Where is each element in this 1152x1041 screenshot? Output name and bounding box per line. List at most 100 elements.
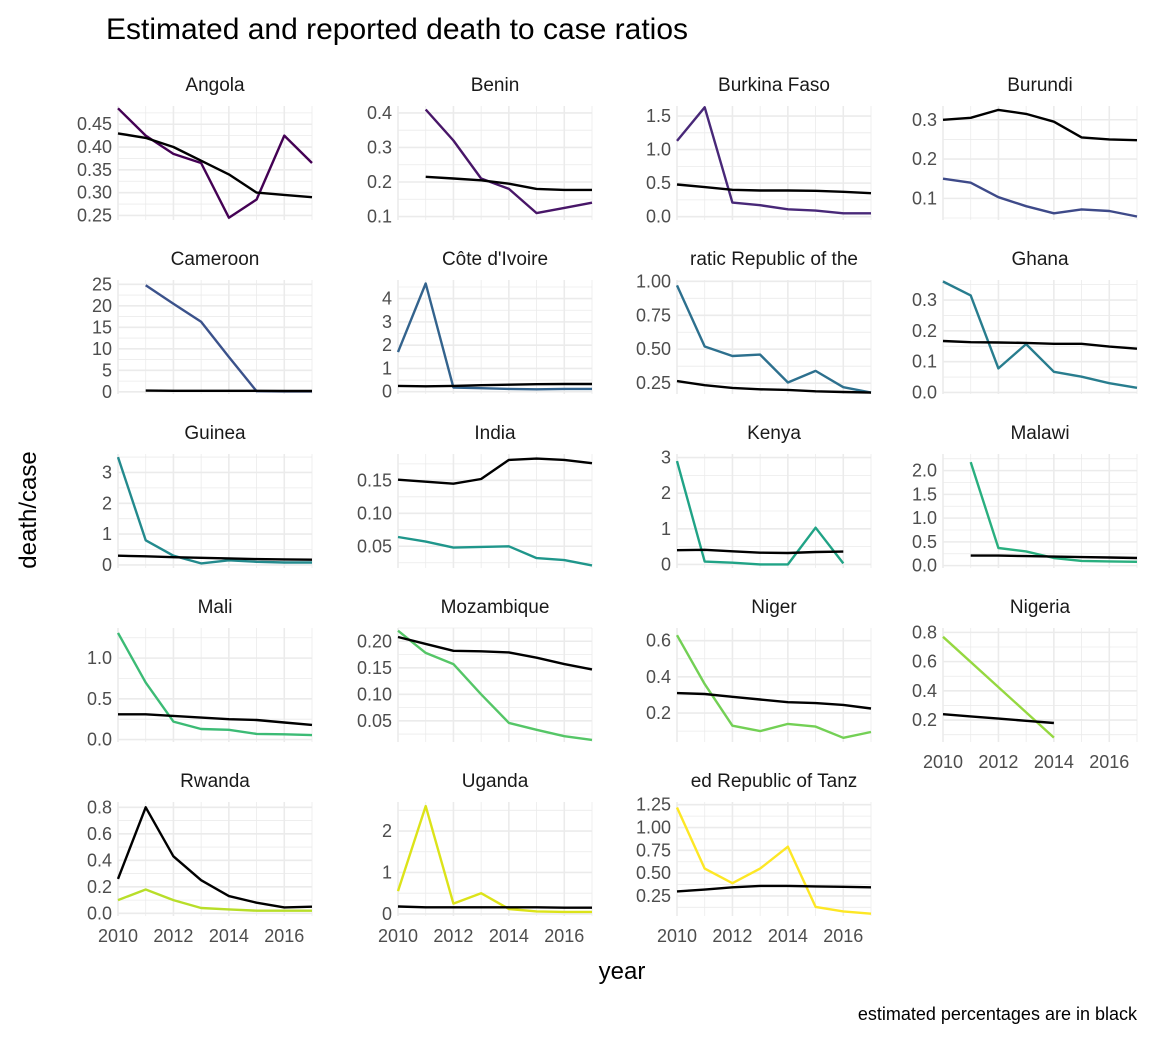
panel-title: Niger bbox=[751, 597, 797, 618]
y-tick-label: 4 bbox=[382, 289, 392, 309]
y-tick-label: 0.2 bbox=[912, 710, 937, 730]
y-tick-label: 0 bbox=[382, 382, 392, 402]
estimated-ratio-line bbox=[118, 807, 312, 907]
y-tick-label: 0.15 bbox=[357, 470, 392, 490]
y-tick-label: 0 bbox=[102, 555, 112, 575]
y-tick-label: 1 bbox=[102, 524, 112, 544]
panel-title: Rwanda bbox=[180, 771, 250, 792]
x-tick-label: 2010 bbox=[657, 926, 697, 946]
panel-title: India bbox=[474, 423, 516, 444]
estimated-ratio-line bbox=[677, 693, 871, 708]
reported-ratio-line bbox=[398, 537, 592, 565]
y-tick-label: 0.8 bbox=[912, 622, 937, 642]
y-tick-label: 1.25 bbox=[636, 795, 671, 815]
y-tick-label: 0.15 bbox=[357, 658, 392, 678]
y-tick-label: 0.4 bbox=[646, 667, 671, 687]
reported-ratio-line bbox=[398, 806, 592, 912]
y-tick-label: 15 bbox=[92, 317, 112, 337]
y-tick-label: 2 bbox=[661, 483, 671, 503]
x-tick-label: 2016 bbox=[1089, 752, 1129, 772]
y-tick-label: 0.30 bbox=[77, 183, 112, 203]
y-tick-label: 2.0 bbox=[912, 461, 937, 481]
x-tick-label: 2014 bbox=[1034, 752, 1074, 772]
y-tick-label: 0.05 bbox=[357, 711, 392, 731]
panel-title: Kenya bbox=[747, 423, 801, 444]
y-tick-label: 0 bbox=[102, 382, 112, 402]
panel-title: Uganda bbox=[462, 771, 529, 792]
reported-ratio-line bbox=[677, 107, 871, 213]
y-tick-label: 0.2 bbox=[912, 321, 937, 341]
y-tick-label: 0.2 bbox=[367, 172, 392, 192]
panel: ed Republic of Tanz0.250.500.751.001.252… bbox=[636, 771, 871, 946]
x-axis-label: year bbox=[599, 958, 646, 985]
y-tick-label: 0.2 bbox=[646, 703, 671, 723]
panel-title: Burundi bbox=[1007, 75, 1073, 96]
y-tick-label: 0.10 bbox=[357, 503, 392, 523]
y-tick-label: 0.3 bbox=[367, 137, 392, 157]
y-tick-label: 1.0 bbox=[87, 648, 112, 668]
estimated-ratio-line bbox=[677, 886, 871, 892]
x-tick-label: 2016 bbox=[544, 926, 584, 946]
y-tick-label: 1.00 bbox=[636, 271, 671, 291]
y-tick-label: 0.1 bbox=[367, 207, 392, 227]
reported-ratio-line bbox=[677, 635, 871, 738]
panel: Niger 0.2 0.4 0.6 bbox=[646, 597, 871, 742]
y-tick-label: 0.0 bbox=[87, 730, 112, 750]
panel-title: Guinea bbox=[184, 423, 246, 444]
panel-title: Mozambique bbox=[441, 597, 550, 618]
y-tick-label: 0.4 bbox=[367, 103, 392, 123]
x-tick-label: 2014 bbox=[768, 926, 808, 946]
y-tick-label: 0.75 bbox=[636, 840, 671, 860]
y-tick-label: 0.6 bbox=[646, 631, 671, 651]
y-tick-label: 25 bbox=[92, 274, 112, 294]
y-tick-label: 0.35 bbox=[77, 160, 112, 180]
x-tick-label: 2014 bbox=[209, 926, 249, 946]
y-tick-label: 0.1 bbox=[912, 352, 937, 372]
panel-title: ratic Republic of the bbox=[690, 249, 858, 270]
y-tick-label: 0.50 bbox=[636, 863, 671, 883]
y-tick-label: 0.25 bbox=[77, 205, 112, 225]
estimated-ratio-line bbox=[677, 185, 871, 194]
x-tick-label: 2012 bbox=[153, 926, 193, 946]
estimated-ratio-line bbox=[398, 384, 592, 386]
panel-title: Cameroon bbox=[171, 249, 260, 270]
estimated-ratio-line bbox=[398, 907, 592, 908]
y-tick-label: 0.20 bbox=[357, 631, 392, 651]
caption: estimated percentages are in black bbox=[858, 1004, 1138, 1024]
y-tick-label: 0.0 bbox=[912, 382, 937, 402]
panel-title: ed Republic of Tanz bbox=[691, 771, 858, 792]
x-tick-label: 2010 bbox=[378, 926, 418, 946]
y-tick-label: 0.50 bbox=[636, 339, 671, 359]
y-tick-label: 0.4 bbox=[912, 681, 937, 701]
reported-ratio-line bbox=[677, 285, 871, 392]
y-tick-label: 1.5 bbox=[646, 106, 671, 126]
y-tick-label: 1.00 bbox=[636, 818, 671, 838]
estimated-ratio-line bbox=[943, 110, 1137, 140]
panel-title: Nigeria bbox=[1010, 597, 1071, 618]
panel-title: Benin bbox=[471, 75, 520, 96]
y-tick-label: 0.5 bbox=[646, 173, 671, 193]
y-tick-label: 0.6 bbox=[87, 824, 112, 844]
reported-ratio-line bbox=[398, 631, 592, 740]
y-tick-label: 0.2 bbox=[87, 877, 112, 897]
y-tick-label: 0.45 bbox=[77, 114, 112, 134]
y-axis-label: death/case bbox=[15, 451, 42, 568]
panel-title: Burkina Faso bbox=[718, 75, 830, 96]
y-tick-label: 0.75 bbox=[636, 305, 671, 325]
panel: Benin 0.1 0.2 0.3 0.4 bbox=[367, 75, 592, 227]
y-tick-label: 0.1 bbox=[912, 188, 937, 208]
panels: Angola0.250.300.350.400.45Benin0.10.20.3… bbox=[77, 75, 1137, 946]
y-tick-label: 0.40 bbox=[77, 137, 112, 157]
reported-ratio-line bbox=[118, 633, 312, 735]
y-tick-label: 2 bbox=[382, 821, 392, 841]
y-tick-label: 2 bbox=[382, 335, 392, 355]
